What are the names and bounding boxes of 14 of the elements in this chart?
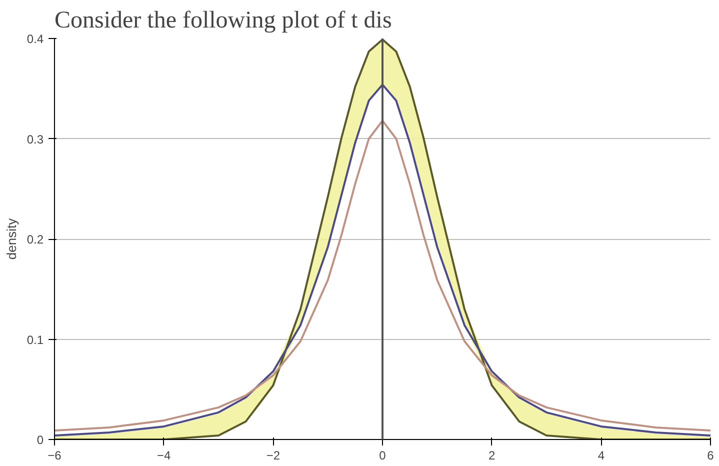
x-tick-label: −6 [48,448,62,462]
y-tick-label: 0.3 [26,132,44,146]
x-tick-label: 6 [707,448,714,462]
y-tick-label: 0.4 [26,32,44,46]
x-tick-label: 0 [379,448,386,462]
chart-title: Consider the following plot of t dis [54,8,392,34]
x-tick-label: 2 [488,448,496,462]
x-tick-label: −2 [266,448,280,462]
y-tick-label: 0.1 [26,332,44,347]
y-tick-label: 0.2 [26,232,44,246]
x-tick-label: 4 [598,448,605,462]
y-axis-title: density [4,218,19,260]
y-tick-label: 0 [36,433,44,447]
x-tick-label: −4 [156,448,171,462]
